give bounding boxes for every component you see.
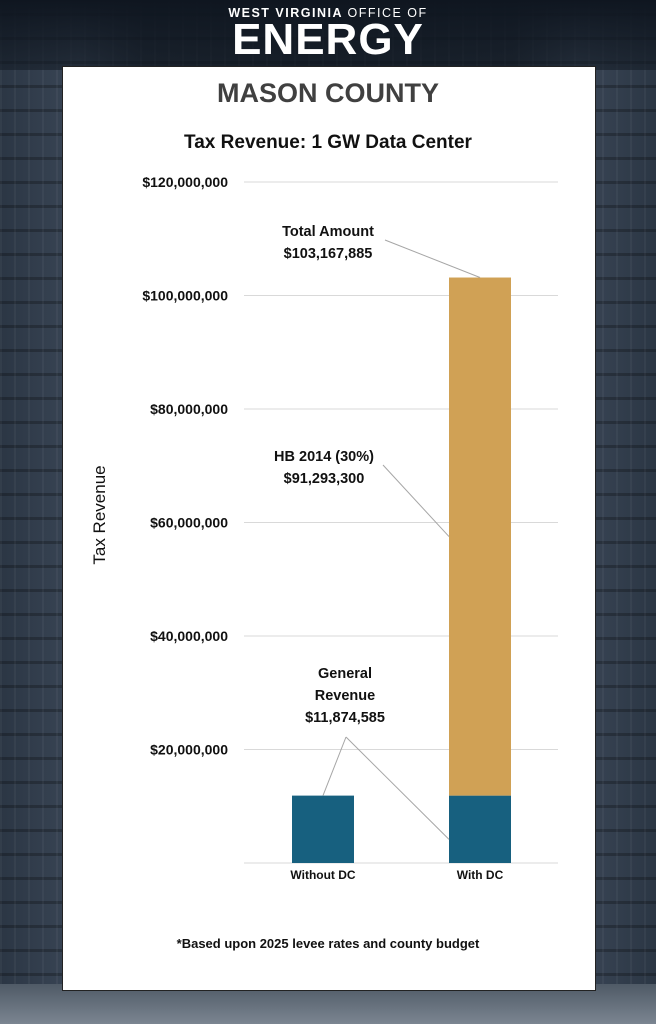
org-line-light: OFFICE OF [347, 6, 428, 20]
annotation-label: HB 2014 (30%) [274, 449, 374, 465]
y-tick-label: $20,000,000 [150, 742, 228, 758]
annotation-leader-line [345, 736, 450, 840]
annotation-label: $91,293,300 [284, 471, 365, 487]
annotation-label: Total Amount [282, 224, 374, 240]
brand-name: ENERGY [232, 15, 424, 64]
y-tick-label: $60,000,000 [150, 515, 228, 531]
annotation-leader-line [382, 464, 450, 537]
annotation-label: $103,167,885 [284, 246, 373, 262]
y-axis-label: Tax Revenue [90, 465, 109, 564]
x-category-label: Without DC [290, 868, 356, 882]
header-logo: WEST VIRGINIA OFFICE OF ENERGY [0, 6, 656, 64]
annotation-label: $11,874,585 [305, 710, 385, 726]
county-title: MASON COUNTY [217, 78, 439, 108]
annotation-leader-line [322, 736, 347, 796]
annotation-label: Revenue [315, 688, 375, 704]
annotation-leader-line [384, 239, 481, 278]
bar-hb2014-with-dc [449, 277, 511, 796]
annotation-label: General [318, 666, 372, 682]
y-tick-label: $120,000,000 [142, 174, 228, 190]
y-tick-label: $100,000,000 [142, 288, 228, 304]
footnote: *Based upon 2025 levee rates and county … [176, 936, 480, 951]
background-ceiling [0, 0, 656, 70]
y-tick-label: $40,000,000 [150, 628, 228, 644]
bar-general-revenue-without-dc [292, 795, 354, 863]
y-tick-label: $80,000,000 [150, 401, 228, 417]
org-line: WEST VIRGINIA OFFICE OF [0, 6, 656, 20]
org-line-bold: WEST VIRGINIA [228, 6, 343, 20]
bar-general-revenue-with-dc [449, 795, 511, 863]
chart-title: Tax Revenue: 1 GW Data Center [184, 132, 472, 153]
x-category-label: With DC [457, 868, 504, 882]
